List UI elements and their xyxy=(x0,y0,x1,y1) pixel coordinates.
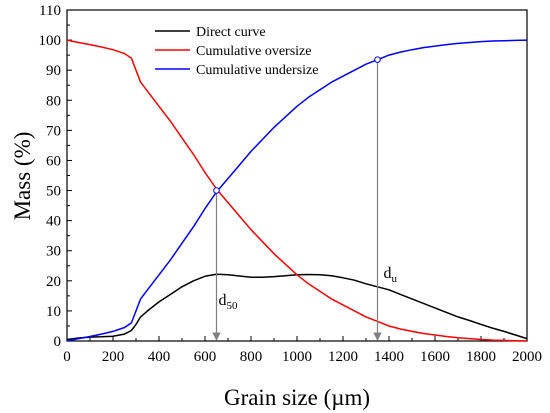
direct-curve-line xyxy=(66,273,528,341)
y-tick-label: 0 xyxy=(54,334,62,350)
y-tick-label: 60 xyxy=(46,153,61,169)
y-tick-label: 80 xyxy=(46,93,61,109)
marker-label-sub: 50 xyxy=(227,300,239,312)
y-axis-ticks: 0 10 20 30 40 50 60 70 80 90 100 110 xyxy=(39,3,72,350)
x-tick-label: 600 xyxy=(194,349,217,365)
x-tick-label: 1000 xyxy=(282,349,312,365)
x-tick-label: 2000 xyxy=(512,349,542,365)
x-tick-label: 1600 xyxy=(420,349,450,365)
y-tick-label: 70 xyxy=(46,123,61,139)
x-tick-label: 200 xyxy=(102,349,125,365)
legend-label-direct: Direct curve xyxy=(196,25,266,40)
y-axis-title: Mass (%) xyxy=(10,132,35,221)
x-tick-label: 1800 xyxy=(466,349,496,365)
cumulative-oversize-line xyxy=(66,39,528,342)
y-tick-label: 110 xyxy=(39,3,61,19)
x-tick-label: 0 xyxy=(63,349,71,365)
legend: Direct curve Cumulative oversize Cumulat… xyxy=(155,25,318,78)
marker-label-main: d xyxy=(219,292,227,309)
x-axis-title: Grain size (µm) xyxy=(224,385,370,410)
y-tick-label: 30 xyxy=(46,244,61,260)
x-axis-ticks: 0 200 400 600 800 1000 1200 1400 1600 1800 2000 xyxy=(63,336,542,365)
x-tick-label: 800 xyxy=(240,349,263,365)
y-tick-label: 90 xyxy=(46,63,61,79)
y-tick-label: 20 xyxy=(46,274,61,290)
series-layer xyxy=(66,39,528,342)
legend-label-undersize: Cumulative undersize xyxy=(196,63,318,78)
marker-label-sub: u xyxy=(392,273,398,285)
y-tick-label: 40 xyxy=(46,214,61,230)
marker-point xyxy=(374,56,381,63)
legend-label-oversize: Cumulative oversize xyxy=(196,44,311,59)
y-tick-label: 50 xyxy=(46,184,61,200)
x-tick-label: 400 xyxy=(148,349,171,365)
marker-label: du xyxy=(384,265,398,285)
y-tick-label: 100 xyxy=(39,33,62,49)
plot-frame xyxy=(66,9,528,342)
cumulative-undersize-line xyxy=(66,39,528,342)
y-tick-label: 10 xyxy=(46,304,61,320)
x-tick-label: 1200 xyxy=(328,349,358,365)
x-tick-label: 1400 xyxy=(374,349,404,365)
marker-label: d50 xyxy=(219,292,239,312)
marker-label-main: d xyxy=(384,265,392,282)
marker-point xyxy=(213,187,220,194)
